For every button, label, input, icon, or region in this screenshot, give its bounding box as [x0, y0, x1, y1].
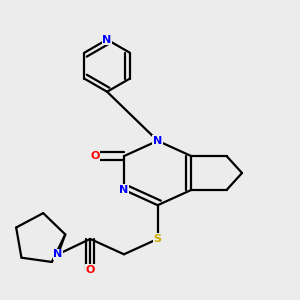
- Text: N: N: [153, 136, 162, 146]
- Text: S: S: [154, 234, 162, 244]
- Text: O: O: [90, 151, 100, 161]
- Text: N: N: [53, 249, 63, 259]
- Text: O: O: [85, 265, 95, 275]
- Text: N: N: [102, 34, 112, 45]
- Text: N: N: [119, 185, 129, 195]
